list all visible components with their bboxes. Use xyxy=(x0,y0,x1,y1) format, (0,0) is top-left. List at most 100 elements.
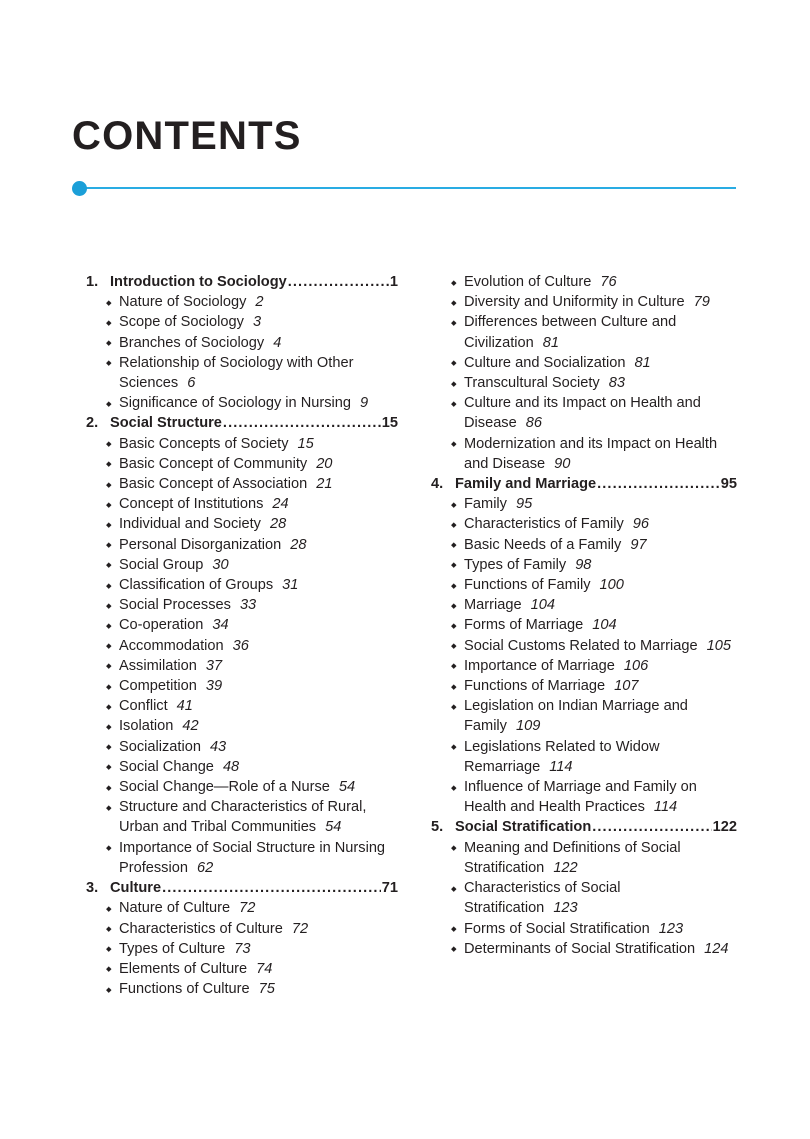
toc-entry-page-number: 100 xyxy=(599,577,624,594)
toc-entry[interactable]: Types of Culture 73 xyxy=(86,938,398,959)
toc-entry[interactable]: Determinants of Social Stratification 124 xyxy=(431,938,737,959)
toc-entry-page-number: 72 xyxy=(291,920,309,937)
toc-entry[interactable]: Basic Concept of Association 21 xyxy=(86,474,398,495)
toc-entry-label: Marriage xyxy=(464,597,522,614)
toc-entry-page-number: 106 xyxy=(623,657,649,674)
chapter-number: 3. xyxy=(86,880,99,897)
toc-entry-label: Modernization and its Impact on Health a… xyxy=(464,435,718,472)
toc-entry[interactable]: Forms of Social Stratification 123 xyxy=(431,918,737,939)
chapter-title: Social Structure xyxy=(110,415,222,432)
toc-entry-label: Elements of Culture xyxy=(119,960,248,977)
toc-entry[interactable]: Social Customs Related to Marriage 105 xyxy=(431,635,737,656)
chapter-heading[interactable]: 1. Introduction to Sociology.............… xyxy=(86,272,398,292)
toc-entry-page-number: 123 xyxy=(658,920,684,937)
chapter-heading[interactable]: 5. Social Stratification.................… xyxy=(431,817,737,837)
toc-entry[interactable]: Functions of Marriage 107 xyxy=(431,676,737,697)
toc-entry-label: Accommodation xyxy=(119,637,224,654)
toc-entry[interactable]: Elements of Culture 74 xyxy=(86,958,398,979)
toc-entry-page-number: 54 xyxy=(325,819,342,836)
toc-entry[interactable]: Modernization and its Impact on Health a… xyxy=(431,433,737,474)
toc-entry[interactable]: Concept of Institutions 24 xyxy=(86,494,398,515)
toc-entry[interactable]: Nature of Sociology 2 xyxy=(86,292,398,313)
toc-entry-label: Determinants of Social Stratification xyxy=(464,940,696,957)
chapter-heading[interactable]: 4. Family and Marriage...................… xyxy=(431,474,737,494)
toc-entry-page-number: 73 xyxy=(234,940,251,957)
toc-entry[interactable]: Structure and Characteristics of Rural, … xyxy=(86,797,398,837)
toc-entry[interactable]: Functions of Culture 75 xyxy=(86,979,398,1000)
toc-entry[interactable]: Influence of Marriage and Family on Heal… xyxy=(431,777,737,817)
toc-entry-label: Types of Family xyxy=(464,556,567,573)
toc-entry[interactable]: Co-operation 34 xyxy=(86,615,398,636)
toc-entry[interactable]: Social Change—Role of a Nurse 54 xyxy=(86,777,398,798)
toc-entry[interactable]: Forms of Marriage 104 xyxy=(431,615,737,636)
toc-entry[interactable]: Types of Family 98 xyxy=(431,554,737,575)
toc-entry[interactable]: Significance of Sociology in Nursing 9 xyxy=(86,393,398,414)
toc-entry[interactable]: Isolation 42 xyxy=(86,716,398,737)
toc-entry-page-number: 42 xyxy=(182,718,199,735)
toc-entry[interactable]: Basic Needs of a Family 97 xyxy=(431,534,737,555)
toc-entry-label: Diversity and Uniformity in Culture xyxy=(464,294,685,311)
toc-entry[interactable]: Scope of Sociology 3 xyxy=(86,312,398,333)
toc-entry[interactable]: Legislations Related to Widow Remarriage… xyxy=(431,736,737,777)
toc-entry[interactable]: Accommodation 36 xyxy=(86,635,398,656)
toc-entry[interactable]: Basic Concept of Community 20 xyxy=(86,453,398,474)
toc-entry-page-number: 104 xyxy=(530,597,555,614)
toc-entry[interactable]: Culture and its Impact on Health and Dis… xyxy=(431,393,737,433)
toc-entry[interactable]: Importance of Social Structure in Nursin… xyxy=(86,837,398,878)
toc-entry[interactable]: Family 95 xyxy=(431,494,737,515)
toc-entry[interactable]: Personal Disorganization 28 xyxy=(86,534,398,555)
title-divider xyxy=(72,181,736,197)
toc-entry[interactable]: Social Processes 33 xyxy=(86,595,398,616)
chapter-heading[interactable]: 2. Social Structure......................… xyxy=(86,413,398,433)
toc-entry[interactable]: Functions of Family 100 xyxy=(431,575,737,596)
toc-entry-page-number: 21 xyxy=(316,476,333,493)
toc-entry-label: Culture and its Impact on Health and Dis… xyxy=(464,395,701,432)
toc-entry-page-number: 97 xyxy=(630,536,647,553)
toc-entry[interactable]: Social Change 48 xyxy=(86,756,398,777)
toc-entry-label: Meaning and Definitions of Social Strati… xyxy=(464,839,681,876)
toc-entry[interactable]: Individual and Society 28 xyxy=(86,514,398,535)
toc-entry-page-number: 75 xyxy=(258,981,275,998)
toc-entry[interactable]: Classification of Groups 31 xyxy=(86,575,398,596)
toc-entry[interactable]: Transcultural Society 83 xyxy=(431,373,737,394)
toc-entry[interactable]: Importance of Marriage 106 xyxy=(431,655,737,676)
chapter-entry-list: Basic Concepts of Society15Basic Concept… xyxy=(86,433,398,878)
toc-entry-label: Basic Concept of Association xyxy=(119,476,308,493)
toc-entry-page-number: 81 xyxy=(542,334,559,351)
toc-entry-label: Socialization xyxy=(119,738,201,755)
toc-entry[interactable]: Assimilation 37 xyxy=(86,655,398,676)
toc-entry[interactable]: Culture and Socialization 81 xyxy=(431,352,737,373)
toc-entry-page-number: 20 xyxy=(316,455,333,472)
toc-entry[interactable]: Characteristics of Social Stratification… xyxy=(431,878,737,918)
toc-entry-label: Assimilation xyxy=(119,657,197,674)
chapter-title: Introduction to Sociology xyxy=(110,274,287,290)
toc-entry[interactable]: Meaning and Definitions of Social Strati… xyxy=(431,837,737,878)
toc-entry[interactable]: Marriage 104 xyxy=(431,595,737,616)
toc-entry[interactable]: Basic Concepts of Society 15 xyxy=(86,433,398,454)
toc-entry-page-number: 3 xyxy=(252,314,262,331)
toc-entry[interactable]: Differences between Culture and Civiliza… xyxy=(431,312,737,352)
toc-entry-label: Characteristics of Social Stratification xyxy=(464,880,621,917)
toc-entry[interactable]: Diversity and Uniformity in Culture 79 xyxy=(431,292,737,313)
toc-entry[interactable]: Characteristics of Culture 72 xyxy=(86,918,398,939)
toc-entry-label: Basic Needs of a Family xyxy=(464,536,622,553)
toc-column-left: 1. Introduction to Sociology.............… xyxy=(86,272,398,1000)
toc-entry[interactable]: Socialization 43 xyxy=(86,736,398,757)
toc-entry-page-number: 54 xyxy=(338,779,356,796)
toc-entry[interactable]: Evolution of Culture 76 xyxy=(431,271,737,292)
toc-entry[interactable]: Relationship of Sociology with Other Sci… xyxy=(86,352,398,393)
toc-entry-page-number: 90 xyxy=(554,455,571,472)
toc-entry-label: Relationship of Sociology with Other Sci… xyxy=(119,354,354,392)
toc-entry[interactable]: Legislation on Indian Marriage and Famil… xyxy=(431,696,737,736)
toc-entry-label: Social Processes xyxy=(119,597,231,614)
toc-entry-page-number: 109 xyxy=(515,718,541,735)
toc-entry[interactable]: Conflict 41 xyxy=(86,696,398,717)
toc-entry[interactable]: Nature of Culture 72 xyxy=(86,898,398,919)
toc-entry[interactable]: Characteristics of Family 96 xyxy=(431,514,737,535)
toc-entry[interactable]: Branches of Sociology 4 xyxy=(86,332,398,353)
toc-entry[interactable]: Social Group 30 xyxy=(86,554,398,575)
chapter-page-number: 95 xyxy=(720,476,737,493)
chapter-heading[interactable]: 3. Culture...............................… xyxy=(86,878,398,898)
toc-entry[interactable]: Competition 39 xyxy=(86,676,398,697)
